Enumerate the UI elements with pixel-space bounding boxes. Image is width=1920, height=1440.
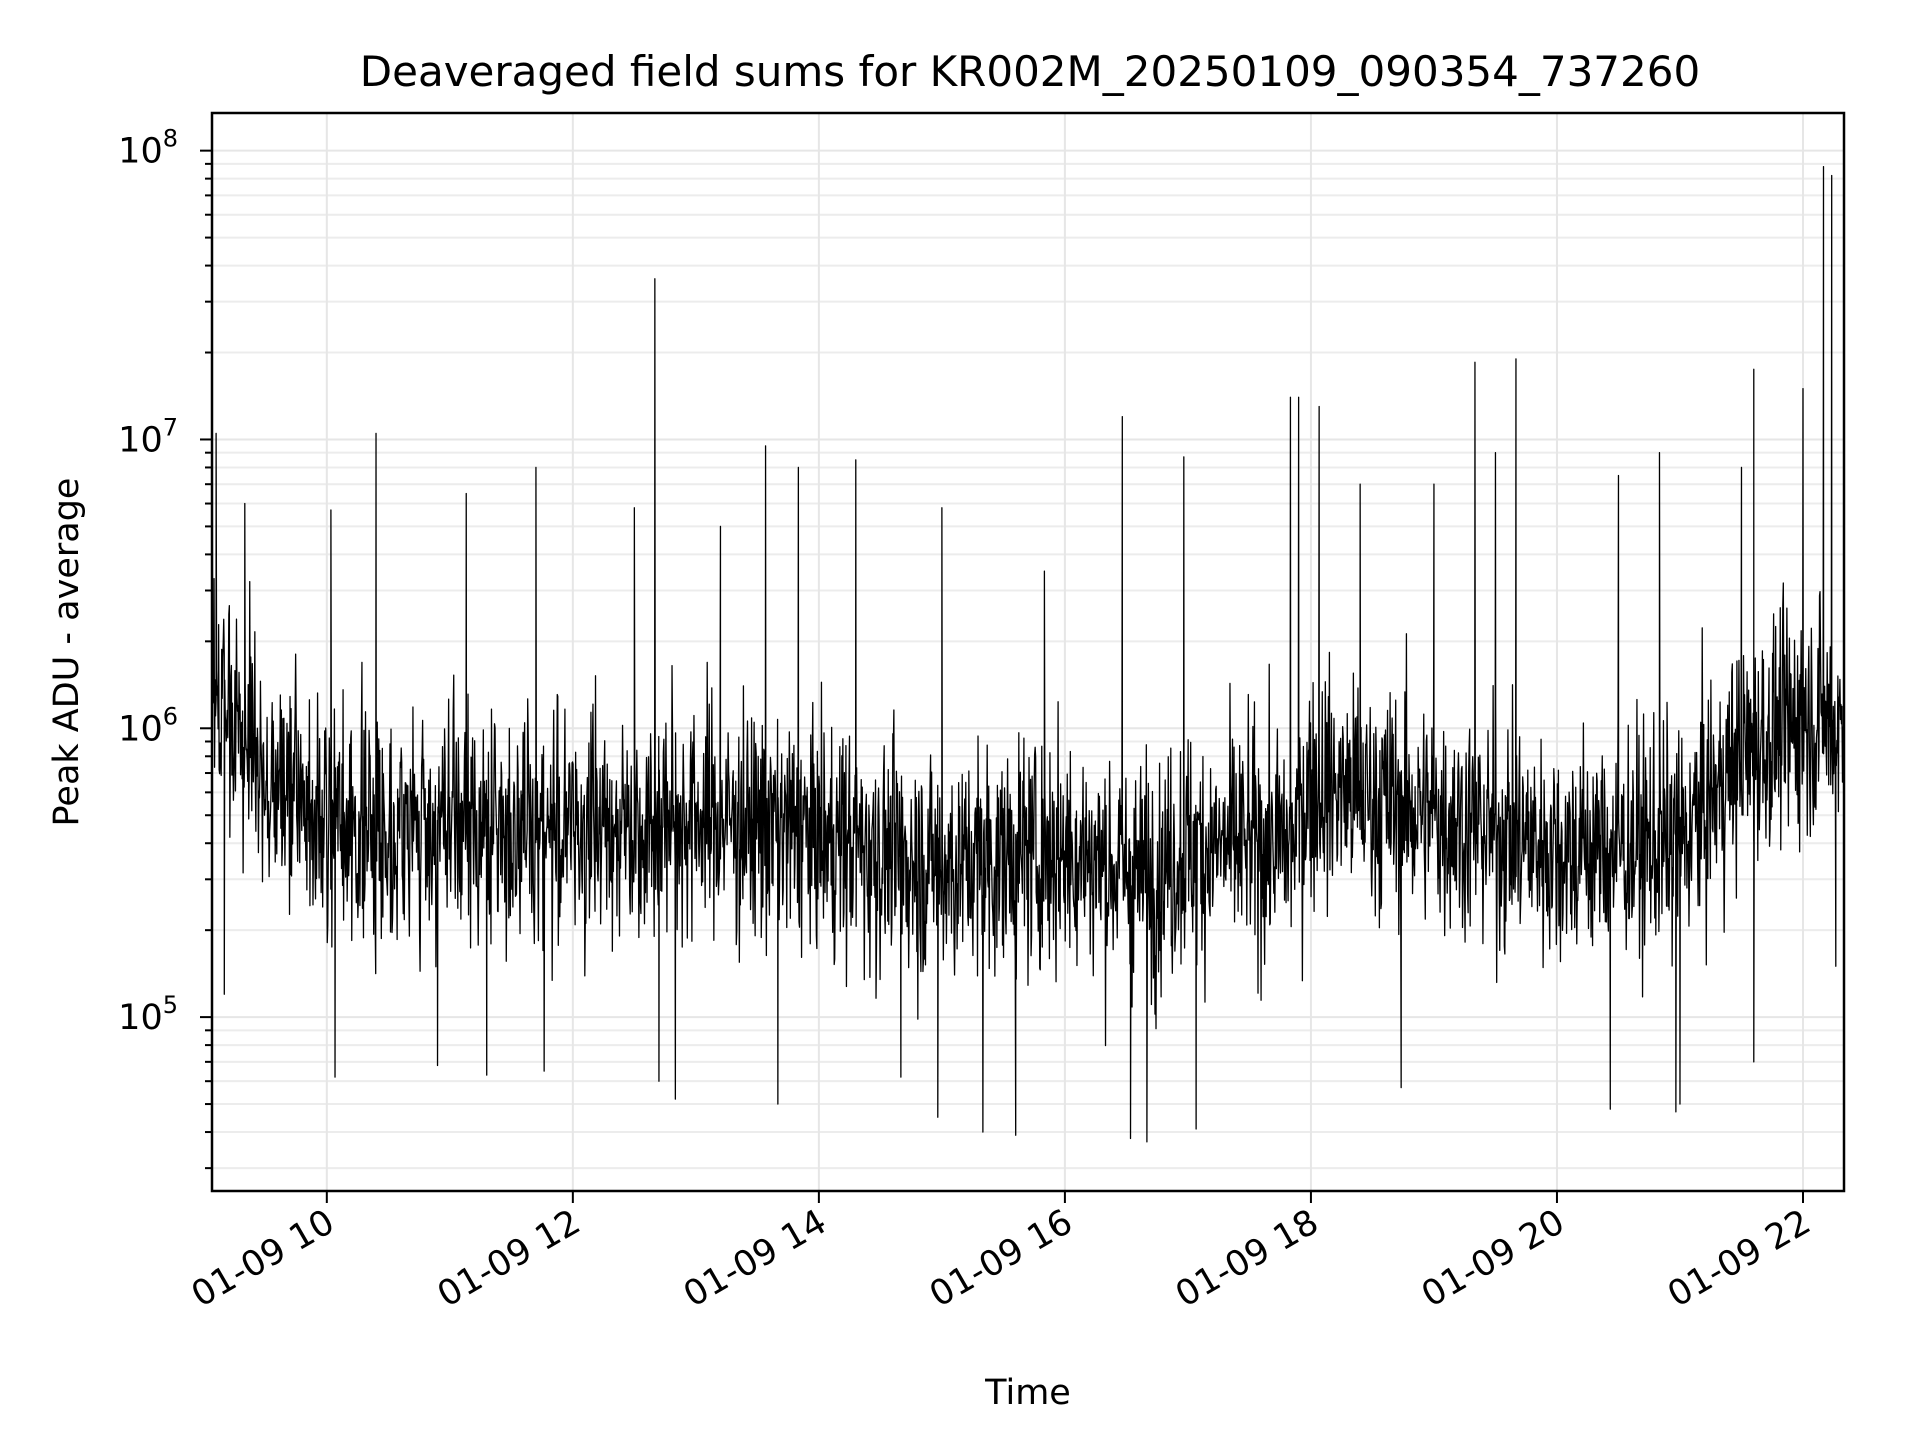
chart-title: Deaveraged field sums for KR002M_2025010… (360, 47, 1700, 96)
y-tick-exponent: 8 (163, 125, 178, 153)
x-tick-label: 01-09 20 (1415, 1202, 1571, 1315)
x-tick-label: 01-09 22 (1661, 1202, 1817, 1315)
y-tick-base: 10 (118, 998, 163, 1038)
x-tick-label: 01-09 16 (923, 1202, 1079, 1315)
y-tick-base: 10 (118, 420, 163, 460)
y-tick-exponent: 5 (163, 991, 178, 1019)
y-tick-label: 105 (118, 991, 178, 1038)
y-tick-base: 10 (118, 132, 163, 172)
x-tick-label: 01-09 10 (185, 1202, 341, 1315)
y-tick-base: 10 (118, 709, 163, 749)
x-tick-label: 01-09 18 (1169, 1202, 1325, 1315)
y-tick-exponent: 6 (163, 702, 178, 730)
y-tick-exponent: 7 (163, 413, 178, 441)
y-tick-label: 107 (118, 413, 178, 460)
x-tick-label: 01-09 14 (677, 1202, 833, 1315)
x-axis-label: Time (984, 1373, 1071, 1413)
x-tick-label: 01-09 12 (431, 1202, 587, 1315)
y-axis-label: Peak ADU - average (47, 478, 87, 827)
grid (212, 113, 1844, 1191)
x-axis: 01-09 10 01-09 12 01-09 14 01-09 16 01-09 18… (185, 1191, 1817, 1315)
plot-frame (210, 111, 1846, 1193)
data-series-line (212, 166, 1844, 1143)
y-tick-label: 108 (118, 125, 178, 172)
plot-area (212, 166, 1844, 1143)
y-tick-label: 106 (118, 702, 178, 749)
